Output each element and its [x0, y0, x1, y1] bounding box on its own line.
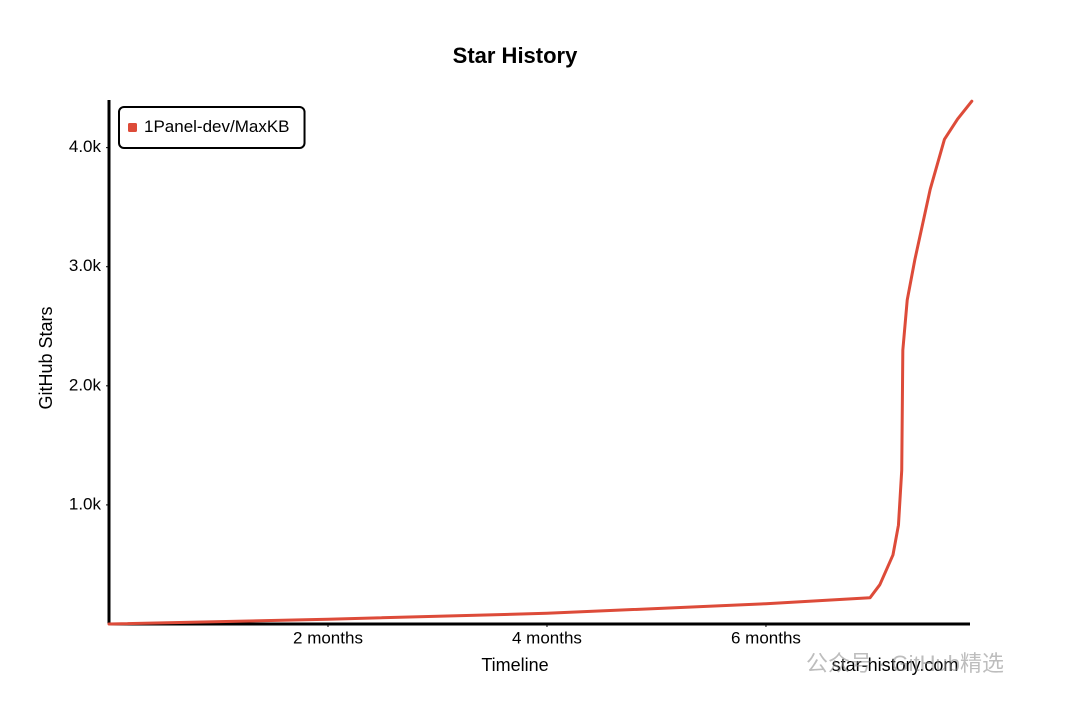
y-axis-label: GitHub Stars [36, 306, 56, 409]
y-tick-label: 2.0k [69, 375, 102, 394]
y-tick-label: 3.0k [69, 256, 102, 275]
x-axis-label: Timeline [481, 655, 548, 675]
legend-swatch [128, 123, 137, 132]
y-tick-label: 4.0k [69, 137, 102, 156]
legend-label: 1Panel-dev/MaxKB [144, 117, 290, 136]
x-tick-label: 4 months [512, 628, 582, 647]
series-line [107, 99, 974, 626]
x-tick-label: 6 months [731, 628, 801, 647]
x-tick-label: 2 months [293, 628, 363, 647]
source-label: star-history.com [832, 655, 959, 675]
y-tick-label: 1.0k [69, 494, 102, 513]
chart-title: Star History [453, 43, 578, 68]
legend-box [118, 106, 306, 149]
watermark: 公众号 · GitHub精选 [806, 651, 1004, 676]
